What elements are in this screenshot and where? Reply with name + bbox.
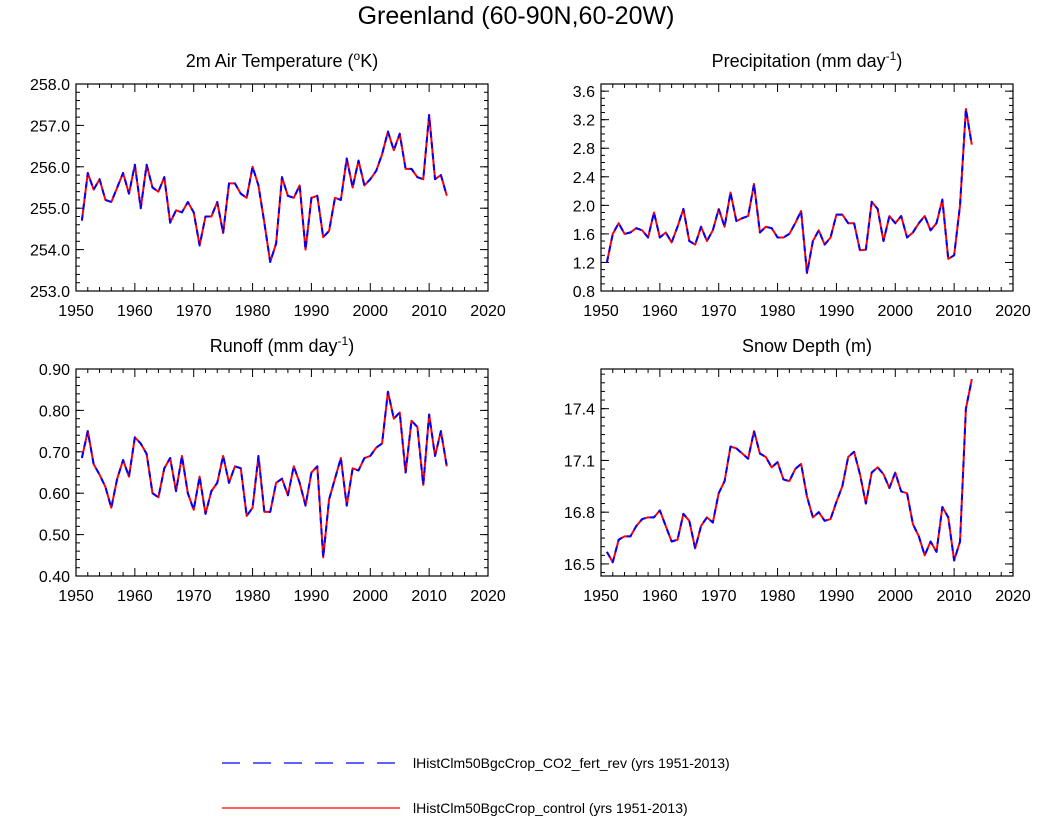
x-tick-label: 1950 <box>58 588 94 605</box>
x-tick-label: 2010 <box>936 588 972 605</box>
y-tick-label: 3.6 <box>573 84 595 101</box>
x-tick-label: 1990 <box>294 303 330 320</box>
chart-panel: 2m Air Temperature (oK) 1950 1960 1970 1980 1… <box>30 49 506 320</box>
panel-title-superscript: o <box>354 49 361 63</box>
plot-frame <box>75 368 489 577</box>
x-tick-label: 2020 <box>995 588 1031 605</box>
x-tick-label: 1960 <box>642 303 678 320</box>
panel-title-superscript: -1 <box>338 334 349 348</box>
x-tick-label: 1990 <box>819 303 855 320</box>
series-line-control <box>606 379 973 564</box>
figure-title: Greenland (60-90N,60-20W) <box>358 2 675 30</box>
x-tick-label: 2000 <box>352 303 388 320</box>
y-tick-label: 0.8 <box>573 284 595 301</box>
y-tick-label: 0.90 <box>39 362 70 379</box>
series-line-control <box>605 107 973 275</box>
y-tick-label: 2.0 <box>573 198 595 215</box>
y-tick-label: 0.50 <box>39 528 70 545</box>
x-tick-label: 1970 <box>176 303 212 320</box>
series-line-co2-fert-rev <box>80 114 448 264</box>
x-tick-label: 2020 <box>470 303 506 320</box>
chart-panel: Snow Depth (m) 1950 1960 1970 1980 1990 2000 20… <box>564 336 1031 605</box>
panel-title: Snow Depth (m) <box>742 336 872 356</box>
panel-title-suffix: ) <box>896 51 902 71</box>
panel-title-suffix: ) <box>348 336 354 356</box>
x-tick-label: 1990 <box>294 588 330 605</box>
chart-panels: 2m Air Temperature (oK) 1950 1960 1970 1980 1… <box>30 49 1031 605</box>
y-tick-label: 1.6 <box>573 227 595 244</box>
x-tick-label: 1980 <box>235 588 271 605</box>
panel-title: Precipitation (mm day-1) <box>712 49 903 71</box>
x-tick-label: 1980 <box>760 303 796 320</box>
panel-title-superscript: -1 <box>886 49 897 63</box>
y-tick-label: 254.0 <box>30 243 70 260</box>
x-tick-label: 2010 <box>411 303 447 320</box>
y-tick-label: 255.0 <box>30 201 70 218</box>
y-tick-label: 2.4 <box>573 170 595 187</box>
y-tick-label: 0.60 <box>39 486 70 503</box>
x-tick-label: 1980 <box>760 588 796 605</box>
y-tick-label: 16.8 <box>564 505 595 522</box>
y-tick-label: 257.0 <box>30 118 70 135</box>
y-tick-label: 258.0 <box>30 77 70 94</box>
x-tick-label: 1960 <box>642 588 678 605</box>
x-tick-label: 1970 <box>176 588 212 605</box>
series-line-co2-fert-rev <box>605 107 973 275</box>
panel-title-text: 2m Air Temperature ( <box>186 51 354 71</box>
y-tick-label: 256.0 <box>30 160 70 177</box>
x-tick-label: 2010 <box>411 588 447 605</box>
y-tick-label: 16.5 <box>564 557 595 574</box>
y-tick-label: 17.4 <box>564 402 595 419</box>
x-tick-label: 1950 <box>58 303 94 320</box>
panel-title: 2m Air Temperature (oK) <box>186 49 378 71</box>
legend-label: lHistClm50BgcCrop_control (yrs 1951-2013… <box>413 800 688 816</box>
y-tick-label: 0.80 <box>39 403 70 420</box>
x-tick-label: 2000 <box>352 588 388 605</box>
plot-frame <box>600 368 1014 577</box>
x-tick-label: 1970 <box>701 303 737 320</box>
chart-panel: Runoff (mm day-1) 1950 1960 1970 1980 1990 200… <box>39 334 506 605</box>
x-tick-label: 2000 <box>877 303 913 320</box>
x-tick-label: 1950 <box>583 303 619 320</box>
panel-title-text: Precipitation (mm day <box>712 51 886 71</box>
series-line-co2-fert-rev <box>606 379 973 564</box>
x-tick-label: 1950 <box>583 588 619 605</box>
panel-title-suffix: K) <box>360 51 378 71</box>
series-line-control <box>80 114 448 264</box>
y-tick-label: 1.2 <box>573 255 595 272</box>
y-tick-label: 0.70 <box>39 445 70 462</box>
chart-panel: Precipitation (mm day-1) 1950 1960 1970 1980… <box>573 49 1031 320</box>
x-tick-label: 1960 <box>117 303 153 320</box>
series-line-co2-fert-rev <box>80 390 448 559</box>
panel-title: Runoff (mm day-1) <box>210 334 354 356</box>
x-tick-label: 1980 <box>235 303 271 320</box>
y-tick-label: 17.1 <box>564 453 595 470</box>
y-tick-label: 253.0 <box>30 284 70 301</box>
y-tick-label: 0.40 <box>39 569 70 586</box>
x-tick-label: 2010 <box>936 303 972 320</box>
plot-frame <box>600 83 1014 292</box>
x-tick-label: 1960 <box>117 588 153 605</box>
legend: lHistClm50BgcCrop_CO2_fert_rev (yrs 1951… <box>222 755 730 816</box>
x-tick-label: 2000 <box>877 588 913 605</box>
legend-label: lHistClm50BgcCrop_CO2_fert_rev (yrs 1951… <box>413 755 730 771</box>
series-line-control <box>80 390 448 559</box>
y-tick-label: 3.2 <box>573 113 595 130</box>
x-tick-label: 1990 <box>819 588 855 605</box>
y-tick-label: 2.8 <box>573 141 595 158</box>
x-tick-label: 2020 <box>995 303 1031 320</box>
panel-title-text: Runoff (mm day <box>210 336 338 356</box>
x-tick-label: 2020 <box>470 588 506 605</box>
x-tick-label: 1970 <box>701 588 737 605</box>
plot-frame <box>75 83 489 292</box>
panel-title-text: Snow Depth (m) <box>742 336 872 356</box>
